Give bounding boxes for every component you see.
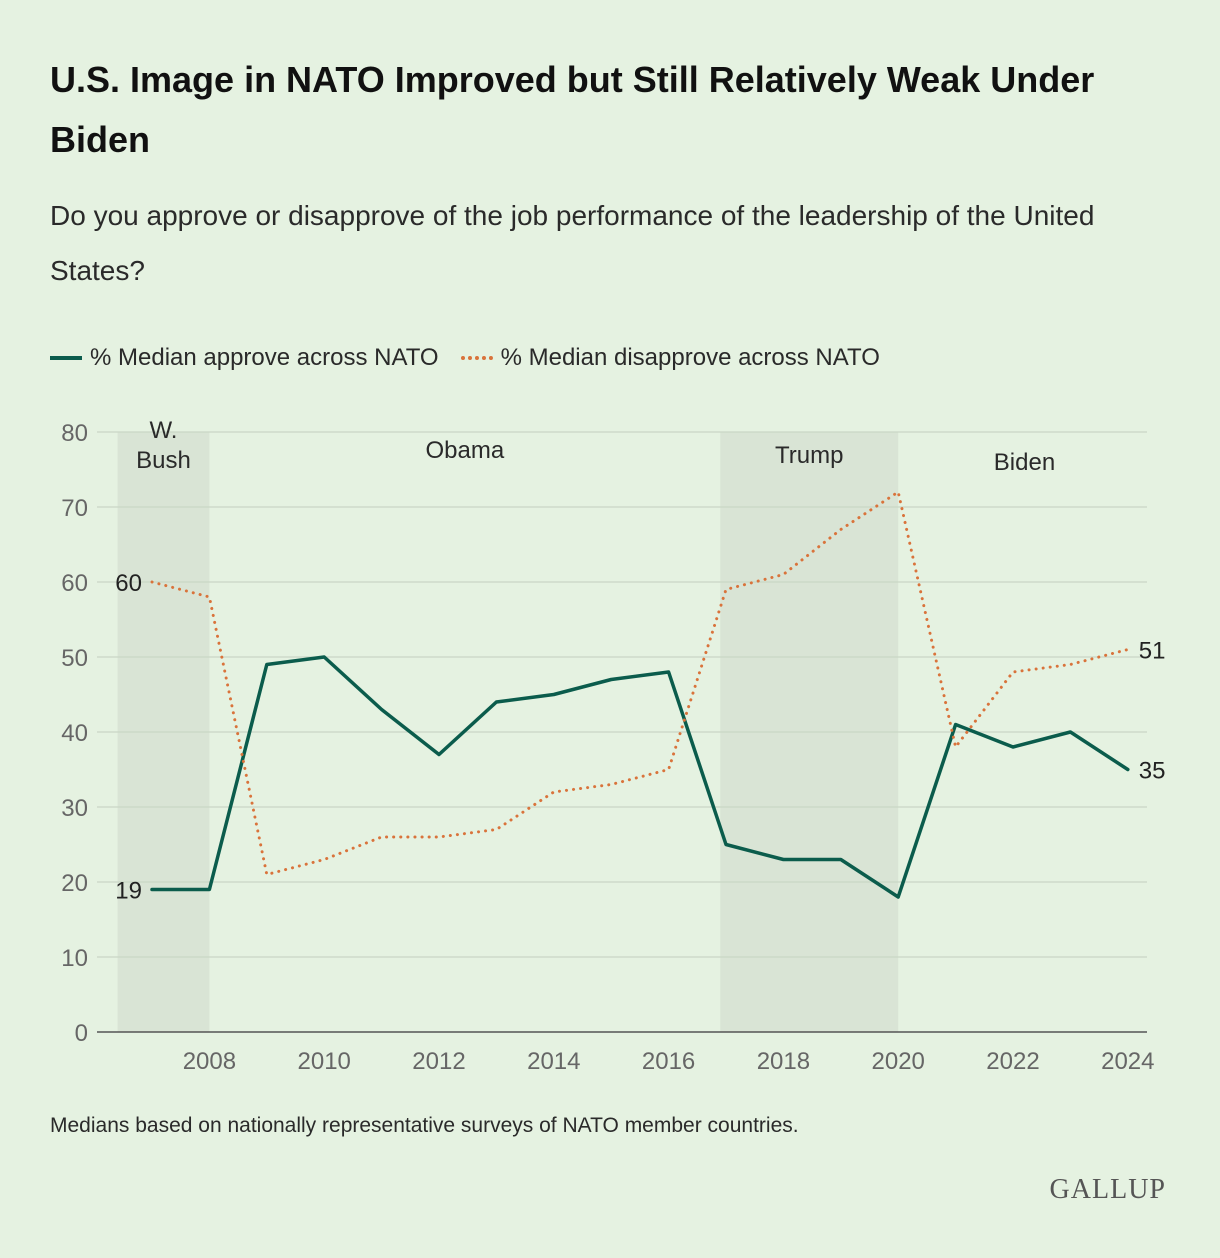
- x-tick-label: 2016: [642, 1048, 695, 1075]
- y-tick-label: 80: [61, 420, 88, 447]
- x-tick-label: 2020: [872, 1048, 925, 1075]
- y-tick-label: 0: [75, 1020, 88, 1047]
- x-tick-label: 2008: [183, 1048, 236, 1075]
- footnote: Medians based on nationally representati…: [50, 1114, 799, 1137]
- x-tick-label: 2010: [298, 1048, 351, 1075]
- x-tick-label: 2014: [527, 1048, 580, 1075]
- x-tick-label: 2012: [412, 1048, 465, 1075]
- chart-legend: % Median approve across NATO % Median di…: [50, 338, 902, 378]
- x-tick-label: 2022: [986, 1048, 1039, 1075]
- y-tick-label: 30: [61, 795, 88, 822]
- y-tick-label: 50: [61, 645, 88, 672]
- x-tick-label: 2024: [1101, 1048, 1154, 1075]
- legend-item-approve: % Median approve across NATO: [50, 344, 439, 372]
- legend-label-disapprove: % Median disapprove across NATO: [500, 344, 880, 371]
- y-tick-label: 60: [61, 570, 88, 597]
- period-label: Obama: [425, 437, 504, 464]
- period-label: Trump: [775, 442, 843, 469]
- data-label: 60: [115, 570, 142, 597]
- y-tick-label: 20: [61, 870, 88, 897]
- period-label: Bush: [136, 447, 191, 474]
- legend-label-approve: % Median approve across NATO: [90, 344, 439, 371]
- legend-swatch-approve: [50, 356, 82, 360]
- chart-subtitle: Do you approve or disapprove of the job …: [50, 200, 1095, 286]
- y-tick-label: 40: [61, 720, 88, 747]
- chart-title: U.S. Image in NATO Improved but Still Re…: [50, 59, 1095, 160]
- data-label: 51: [1139, 638, 1166, 665]
- data-label: 35: [1139, 758, 1166, 785]
- legend-item-disapprove: % Median disapprove across NATO: [460, 344, 880, 372]
- series-line-disapprove: [150, 490, 1130, 876]
- data-label: 19: [115, 878, 142, 905]
- legend-swatch-disapprove: [460, 356, 493, 360]
- period-label: Biden: [994, 449, 1055, 476]
- y-tick-label: 10: [61, 945, 88, 972]
- line-chart: 0 10 20 30 40 50 60 70 80 2008 2010 2012 2014 2016 201…: [61, 417, 1166, 1075]
- period-label: W.: [149, 417, 177, 444]
- y-tick-label: 70: [61, 495, 88, 522]
- gallup-logo: GALLUP: [1049, 1174, 1166, 1205]
- x-tick-label: 2018: [757, 1048, 810, 1075]
- series-line-approve: [150, 655, 1130, 899]
